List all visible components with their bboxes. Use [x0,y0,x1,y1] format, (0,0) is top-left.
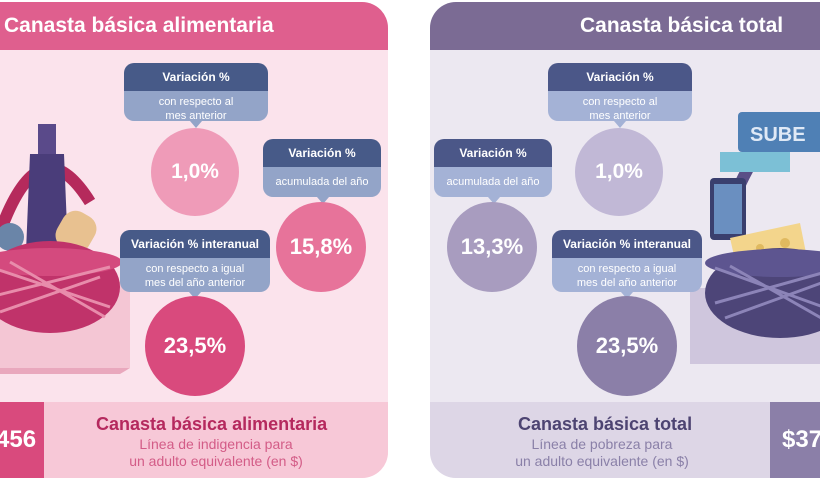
footer-sub-total-line1: Línea de pobreza para [531,436,673,452]
variacion-interanual-box: Variación % interanual con respecto a ig… [120,230,270,292]
variacion-acumulada-value: 15,8% [276,202,366,292]
variacion-mensual-total-value: 1,0% [575,128,663,216]
variacion-acumulada-box: Variación % acumulada del año [263,139,381,197]
variacion-mensual-total-sub2: mes anterior [589,110,651,121]
sube-card-text: SUBE [750,124,806,146]
footer-sub-alimentaria-line2: un adulto equivalente (en $) [129,453,303,469]
variacion-interanual-total-title: Variación % interanual [552,230,702,258]
variacion-interanual-total-value: 23,5% [577,296,677,396]
variacion-interanual-total-sub2: mes del año anterior [576,277,678,289]
canasta-total-panel: Canasta básica total SUBE Variación % co… [430,2,820,478]
variacion-mensual-sub2: mes anterior [165,110,227,121]
variacion-mensual-value: 1,0% [151,128,239,216]
panel-title-alimentaria: Canasta básica alimentaria [0,2,388,50]
variacion-interanual-title: Variación % interanual [120,230,270,258]
footer-sub-total: Línea de pobreza para un adulto equivale… [492,436,712,470]
price-total: $37 [770,402,820,478]
variacion-mensual-total-title: Variación % [548,63,692,91]
variacion-interanual-value: 23,5% [145,296,245,396]
food-basket-illustration [0,124,130,374]
variacion-acumulada-total-value: 13,3% [447,202,537,292]
footer-band-total [430,402,820,478]
footer-sub-total-line2: un adulto equivalente (en $) [515,453,689,469]
variacion-acumulada-sub: acumulada del año [275,176,369,188]
footer-band-alimentaria [0,402,388,478]
variacion-acumulada-total-sub: acumulada del año [446,176,540,188]
footer-sub-alimentaria: Línea de indigencia para un adulto equiv… [106,436,326,470]
variacion-interanual-sub2: mes del año anterior [144,277,246,289]
footer-title-total: Canasta básica total [518,414,693,434]
variacion-interanual-total-sub1: con respecto a igual [577,263,677,275]
variacion-interanual-total-box: Variación % interanual con respecto a ig… [552,230,702,292]
canasta-alimentaria-panel: Canasta básica alimentaria Variación % c… [0,2,388,478]
variacion-mensual-sub1: con respecto al [158,96,234,108]
total-basket-illustration: SUBE [690,112,820,364]
price-alimentaria: 456 [0,402,44,478]
variacion-mensual-total-sub1: con respecto al [582,96,658,108]
variacion-mensual-total-box: Variación % con respecto al mes anterior [548,63,692,121]
variacion-mensual-title: Variación % [124,63,268,91]
variacion-mensual-box: Variación % con respecto al mes anterior [124,63,268,121]
variacion-acumulada-total-box: Variación % acumulada del año [434,139,552,197]
footer-title-alimentaria: Canasta básica alimentaria [96,414,328,434]
variacion-acumulada-title: Variación % [263,139,381,167]
footer-sub-alimentaria-line1: Línea de indigencia para [139,436,293,452]
variacion-interanual-sub1: con respecto a igual [145,263,245,275]
variacion-acumulada-total-title: Variación % [434,139,552,167]
panel-title-total: Canasta básica total [430,2,820,50]
